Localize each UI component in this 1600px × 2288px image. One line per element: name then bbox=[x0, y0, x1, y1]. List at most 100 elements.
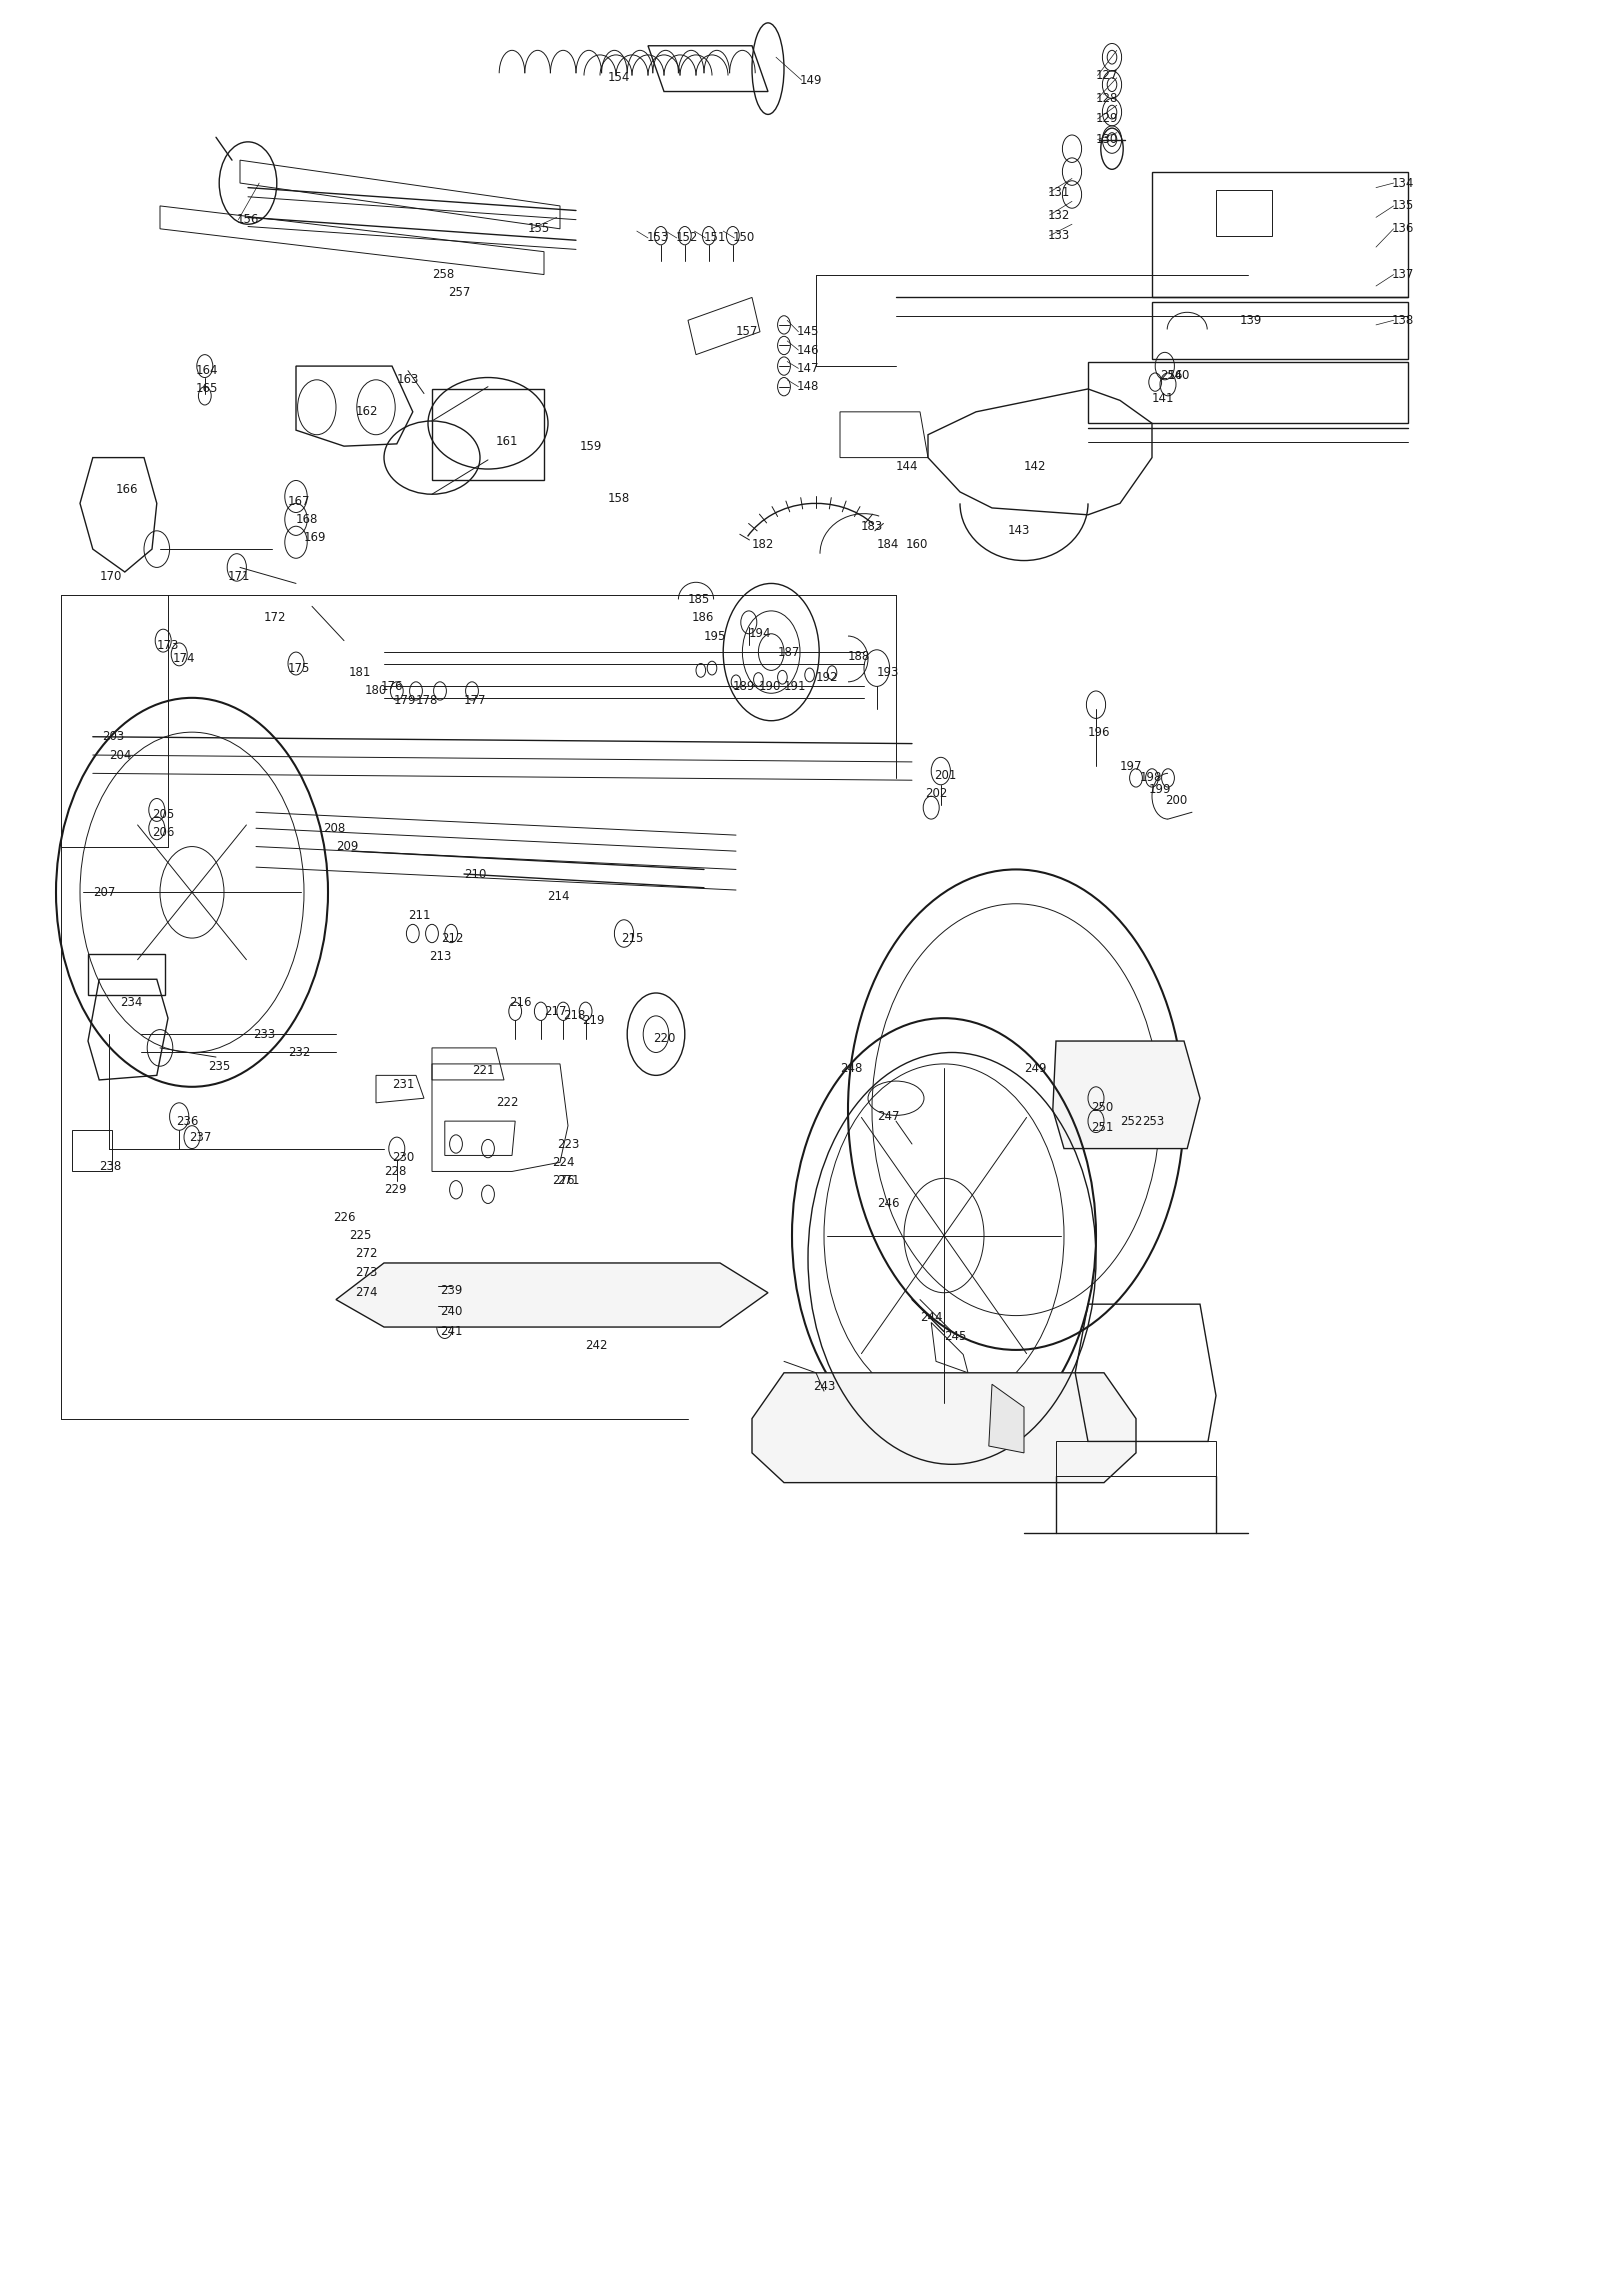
Text: 133: 133 bbox=[1048, 229, 1070, 243]
Text: 206: 206 bbox=[152, 826, 174, 840]
Text: 237: 237 bbox=[189, 1130, 211, 1144]
Text: 131: 131 bbox=[1048, 185, 1070, 199]
Text: 148: 148 bbox=[797, 380, 819, 394]
Text: 170: 170 bbox=[99, 570, 122, 583]
Text: 212: 212 bbox=[442, 931, 464, 945]
Text: 238: 238 bbox=[99, 1160, 122, 1174]
Text: 216: 216 bbox=[509, 995, 531, 1009]
Text: 179: 179 bbox=[394, 693, 416, 707]
Text: 256: 256 bbox=[1160, 368, 1182, 382]
Text: 204: 204 bbox=[109, 748, 131, 762]
Text: 155: 155 bbox=[528, 222, 550, 236]
Text: 246: 246 bbox=[877, 1197, 899, 1210]
Text: 157: 157 bbox=[736, 325, 758, 339]
Text: 137: 137 bbox=[1392, 268, 1414, 281]
Text: 191: 191 bbox=[784, 680, 806, 693]
Text: 183: 183 bbox=[861, 519, 883, 533]
Bar bbox=[88, 954, 165, 995]
Text: 144: 144 bbox=[896, 460, 918, 474]
Text: 203: 203 bbox=[102, 730, 125, 744]
Text: 217: 217 bbox=[544, 1004, 566, 1018]
Text: 161: 161 bbox=[496, 435, 518, 448]
Text: 233: 233 bbox=[253, 1027, 275, 1041]
Text: 197: 197 bbox=[1120, 760, 1142, 773]
Text: 244: 244 bbox=[920, 1311, 942, 1325]
Text: 178: 178 bbox=[416, 693, 438, 707]
Text: 174: 174 bbox=[173, 652, 195, 666]
Text: 210: 210 bbox=[464, 867, 486, 881]
Text: 199: 199 bbox=[1149, 782, 1171, 796]
Text: 249: 249 bbox=[1024, 1062, 1046, 1075]
Text: 214: 214 bbox=[547, 890, 570, 904]
Text: 241: 241 bbox=[440, 1325, 462, 1338]
Text: 208: 208 bbox=[323, 821, 346, 835]
Polygon shape bbox=[336, 1263, 768, 1327]
Text: 247: 247 bbox=[877, 1110, 899, 1123]
Text: 198: 198 bbox=[1139, 771, 1162, 785]
Text: 152: 152 bbox=[675, 231, 698, 245]
Text: 245: 245 bbox=[944, 1329, 966, 1343]
Text: 139: 139 bbox=[1240, 313, 1262, 327]
Text: 195: 195 bbox=[704, 629, 726, 643]
Text: 202: 202 bbox=[925, 787, 947, 801]
Text: 143: 143 bbox=[1008, 524, 1030, 538]
Text: 274: 274 bbox=[355, 1286, 378, 1300]
Text: 250: 250 bbox=[1091, 1101, 1114, 1114]
Text: 141: 141 bbox=[1152, 391, 1174, 405]
Text: 235: 235 bbox=[208, 1059, 230, 1073]
Text: 248: 248 bbox=[840, 1062, 862, 1075]
Text: 132: 132 bbox=[1048, 208, 1070, 222]
Text: 215: 215 bbox=[621, 931, 643, 945]
Text: 187: 187 bbox=[778, 645, 800, 659]
Text: 182: 182 bbox=[752, 538, 774, 551]
Text: 168: 168 bbox=[296, 513, 318, 526]
Text: 225: 225 bbox=[349, 1229, 371, 1242]
Text: 236: 236 bbox=[176, 1114, 198, 1128]
Text: 142: 142 bbox=[1024, 460, 1046, 474]
Polygon shape bbox=[989, 1384, 1024, 1453]
Text: 184: 184 bbox=[877, 538, 899, 551]
Text: 200: 200 bbox=[1165, 794, 1187, 808]
Text: 160: 160 bbox=[906, 538, 928, 551]
Text: 186: 186 bbox=[691, 611, 714, 625]
Text: 211: 211 bbox=[408, 908, 430, 922]
Text: 272: 272 bbox=[355, 1247, 378, 1261]
Text: 166: 166 bbox=[115, 483, 138, 496]
Text: 172: 172 bbox=[264, 611, 286, 625]
Text: 224: 224 bbox=[552, 1155, 574, 1169]
Text: 228: 228 bbox=[384, 1165, 406, 1178]
Text: 258: 258 bbox=[432, 268, 454, 281]
Text: 176: 176 bbox=[381, 680, 403, 693]
Text: 209: 209 bbox=[336, 840, 358, 853]
Text: 156: 156 bbox=[237, 213, 259, 227]
Text: 135: 135 bbox=[1392, 199, 1414, 213]
Text: 129: 129 bbox=[1096, 112, 1118, 126]
Text: 232: 232 bbox=[288, 1046, 310, 1059]
Text: 192: 192 bbox=[816, 670, 838, 684]
Text: 171: 171 bbox=[227, 570, 250, 583]
Text: 150: 150 bbox=[733, 231, 755, 245]
Text: 151: 151 bbox=[704, 231, 726, 245]
Text: 226: 226 bbox=[333, 1210, 355, 1224]
Text: 149: 149 bbox=[800, 73, 822, 87]
Text: 173: 173 bbox=[157, 638, 179, 652]
Text: 207: 207 bbox=[93, 885, 115, 899]
Polygon shape bbox=[752, 1373, 1136, 1483]
Text: 147: 147 bbox=[797, 362, 819, 375]
Text: 218: 218 bbox=[563, 1009, 586, 1023]
Text: 154: 154 bbox=[608, 71, 630, 85]
Text: 130: 130 bbox=[1096, 133, 1118, 146]
Text: 175: 175 bbox=[288, 661, 310, 675]
Text: 188: 188 bbox=[848, 650, 870, 664]
Text: 193: 193 bbox=[877, 666, 899, 680]
Text: 230: 230 bbox=[392, 1151, 414, 1165]
Text: 234: 234 bbox=[120, 995, 142, 1009]
Text: 229: 229 bbox=[384, 1183, 406, 1197]
Text: 190: 190 bbox=[758, 680, 781, 693]
Polygon shape bbox=[1053, 1041, 1200, 1149]
Text: 165: 165 bbox=[195, 382, 218, 396]
Bar bbox=[72, 1130, 112, 1171]
Text: 127: 127 bbox=[1096, 69, 1118, 82]
Text: 213: 213 bbox=[429, 950, 451, 963]
Text: 158: 158 bbox=[608, 492, 630, 506]
